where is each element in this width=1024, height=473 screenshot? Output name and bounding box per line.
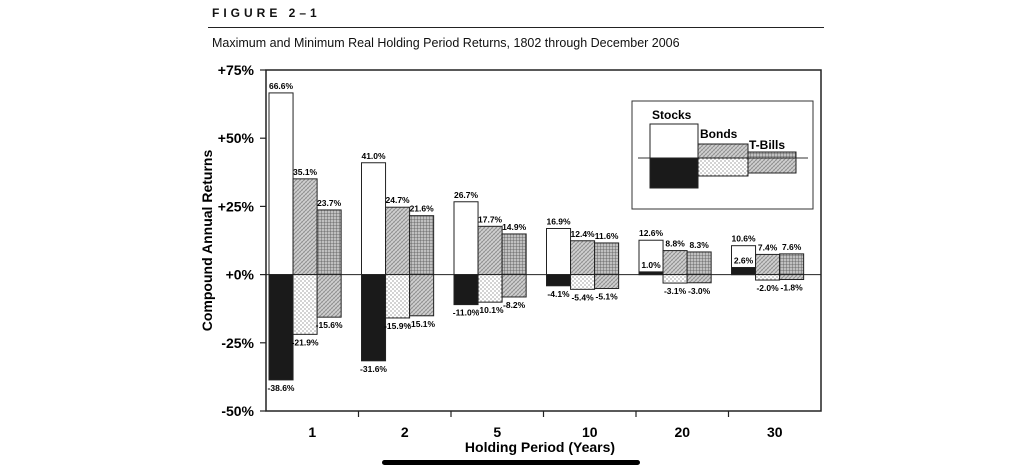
stocks-max-bar: [546, 227, 572, 276]
legend-stocks-min-swatch: [649, 157, 699, 189]
tbills-max-label: 23.7%: [317, 198, 342, 208]
tbills-min-bar: [501, 274, 527, 298]
y-axis-title: Compound Annual Returns: [199, 150, 215, 332]
bonds-max-label: 12.4%: [571, 229, 596, 239]
stocks-min-label: -38.6%: [268, 383, 295, 393]
x-tick-label: 1: [308, 424, 316, 440]
bonds-max-bar: [570, 240, 596, 276]
tbills-min-label: -8.2%: [503, 300, 526, 310]
bonds-max-label: 24.7%: [386, 195, 411, 205]
legend-label-tbills: T-Bills: [749, 138, 785, 152]
tbills-min-label: -1.8%: [781, 283, 804, 293]
stocks-min-label: -4.1%: [547, 289, 570, 299]
legend-stocks-max-swatch: [649, 123, 699, 159]
tbills-min-label: -5.1%: [596, 292, 619, 302]
legend-label-stocks: Stocks: [652, 108, 692, 122]
bonds-max-bar: [292, 178, 318, 276]
bonds-max-bar: [755, 253, 781, 276]
stocks-max-label: 41.0%: [361, 151, 386, 161]
legend-tbills-max-swatch: [747, 151, 797, 159]
stocks-max-label: 10.6%: [731, 234, 756, 244]
x-tick-label: 5: [493, 424, 501, 440]
y-tick-label: +25%: [218, 198, 255, 214]
stocks-max-label: 16.9%: [546, 216, 571, 226]
y-tick-label: +75%: [218, 62, 255, 78]
bonds-max-label: 17.7%: [478, 214, 503, 224]
legend-label-bonds: Bonds: [700, 127, 738, 141]
stocks-max-bar: [268, 92, 294, 276]
legend-bonds-max-swatch: [697, 143, 749, 159]
bonds-max-label: 7.4%: [758, 242, 778, 252]
bonds-max-label: 8.8%: [665, 239, 685, 249]
stocks-min-bar: [268, 274, 294, 381]
stocks-min-bar: [546, 274, 572, 287]
bonds-max-bar: [662, 250, 688, 276]
tbills-max-bar: [316, 209, 342, 276]
bonds-min-bar: [292, 274, 318, 335]
tbills-min-label: -15.6%: [316, 320, 343, 330]
tbills-max-bar: [779, 253, 805, 276]
x-tick-label: 20: [674, 424, 690, 440]
chart-subtitle: Maximum and Minimum Real Holding Period …: [212, 36, 680, 50]
x-tick-label: 2: [401, 424, 409, 440]
tbills-max-bar: [594, 242, 620, 276]
stocks-min-label: 2.6%: [734, 256, 754, 266]
bonds-max-label: 35.1%: [293, 167, 318, 177]
legend-tbills-min-swatch: [747, 157, 797, 174]
y-tick-label: -50%: [221, 403, 254, 419]
stocks-min-bar: [731, 267, 757, 276]
tbills-min-bar: [779, 274, 805, 281]
bonds-min-label: -3.1%: [664, 286, 687, 296]
tbills-max-bar: [501, 233, 527, 276]
tbills-max-label: 21.6%: [410, 204, 435, 214]
tbills-max-label: 11.6%: [595, 231, 619, 241]
tbills-min-label: -15.1%: [408, 319, 435, 329]
bonds-min-bar: [662, 274, 688, 284]
stocks-max-bar: [453, 201, 479, 276]
bonds-min-bar: [570, 274, 596, 290]
bonds-min-bar: [385, 274, 411, 319]
stocks-min-bar: [453, 274, 479, 306]
home-indicator[interactable]: [382, 460, 640, 465]
bonds-min-label: -5.4%: [571, 292, 594, 302]
stocks-max-bar: [361, 162, 387, 276]
bonds-min-bar: [477, 274, 503, 303]
x-tick-label: 10: [582, 424, 598, 440]
tbills-min-bar: [594, 274, 620, 290]
bonds-max-bar: [477, 225, 503, 276]
y-tick-label: +50%: [218, 130, 255, 146]
bonds-max-bar: [385, 206, 411, 276]
stocks-max-label: 66.6%: [269, 81, 294, 91]
tbills-max-label: 8.3%: [689, 240, 709, 250]
y-tick-label: -25%: [221, 335, 254, 351]
x-axis-title: Holding Period (Years): [465, 439, 615, 455]
stocks-min-bar: [638, 271, 664, 276]
tbills-max-label: 14.9%: [502, 222, 527, 232]
y-tick-label: +0%: [226, 267, 255, 283]
tbills-min-bar: [316, 274, 342, 318]
stocks-min-label: 1.0%: [641, 260, 661, 270]
stocks-max-label: 12.6%: [639, 228, 664, 238]
tbills-max-label: 7.6%: [782, 242, 802, 252]
tbills-min-bar: [686, 274, 712, 284]
bonds-min-label: -10.1%: [477, 305, 504, 315]
tbills-min-bar: [409, 274, 435, 317]
bonds-min-bar: [755, 274, 781, 281]
x-tick-label: 30: [767, 424, 783, 440]
figure-label: FIGURE 2–1: [212, 6, 321, 20]
stocks-min-label: -31.6%: [360, 364, 387, 374]
header-rule: [208, 27, 824, 28]
tbills-min-label: -3.0%: [688, 286, 711, 296]
legend-bonds-min-swatch: [697, 157, 749, 177]
tbills-max-bar: [409, 215, 435, 276]
bonds-min-label: -2.0%: [756, 283, 779, 293]
bonds-min-label: -15.9%: [384, 321, 411, 331]
stocks-max-label: 26.7%: [454, 190, 479, 200]
stocks-min-label: -11.0%: [453, 308, 480, 318]
tbills-max-bar: [686, 251, 712, 276]
bonds-min-label: -21.9%: [292, 337, 319, 347]
stocks-min-bar: [361, 274, 387, 362]
